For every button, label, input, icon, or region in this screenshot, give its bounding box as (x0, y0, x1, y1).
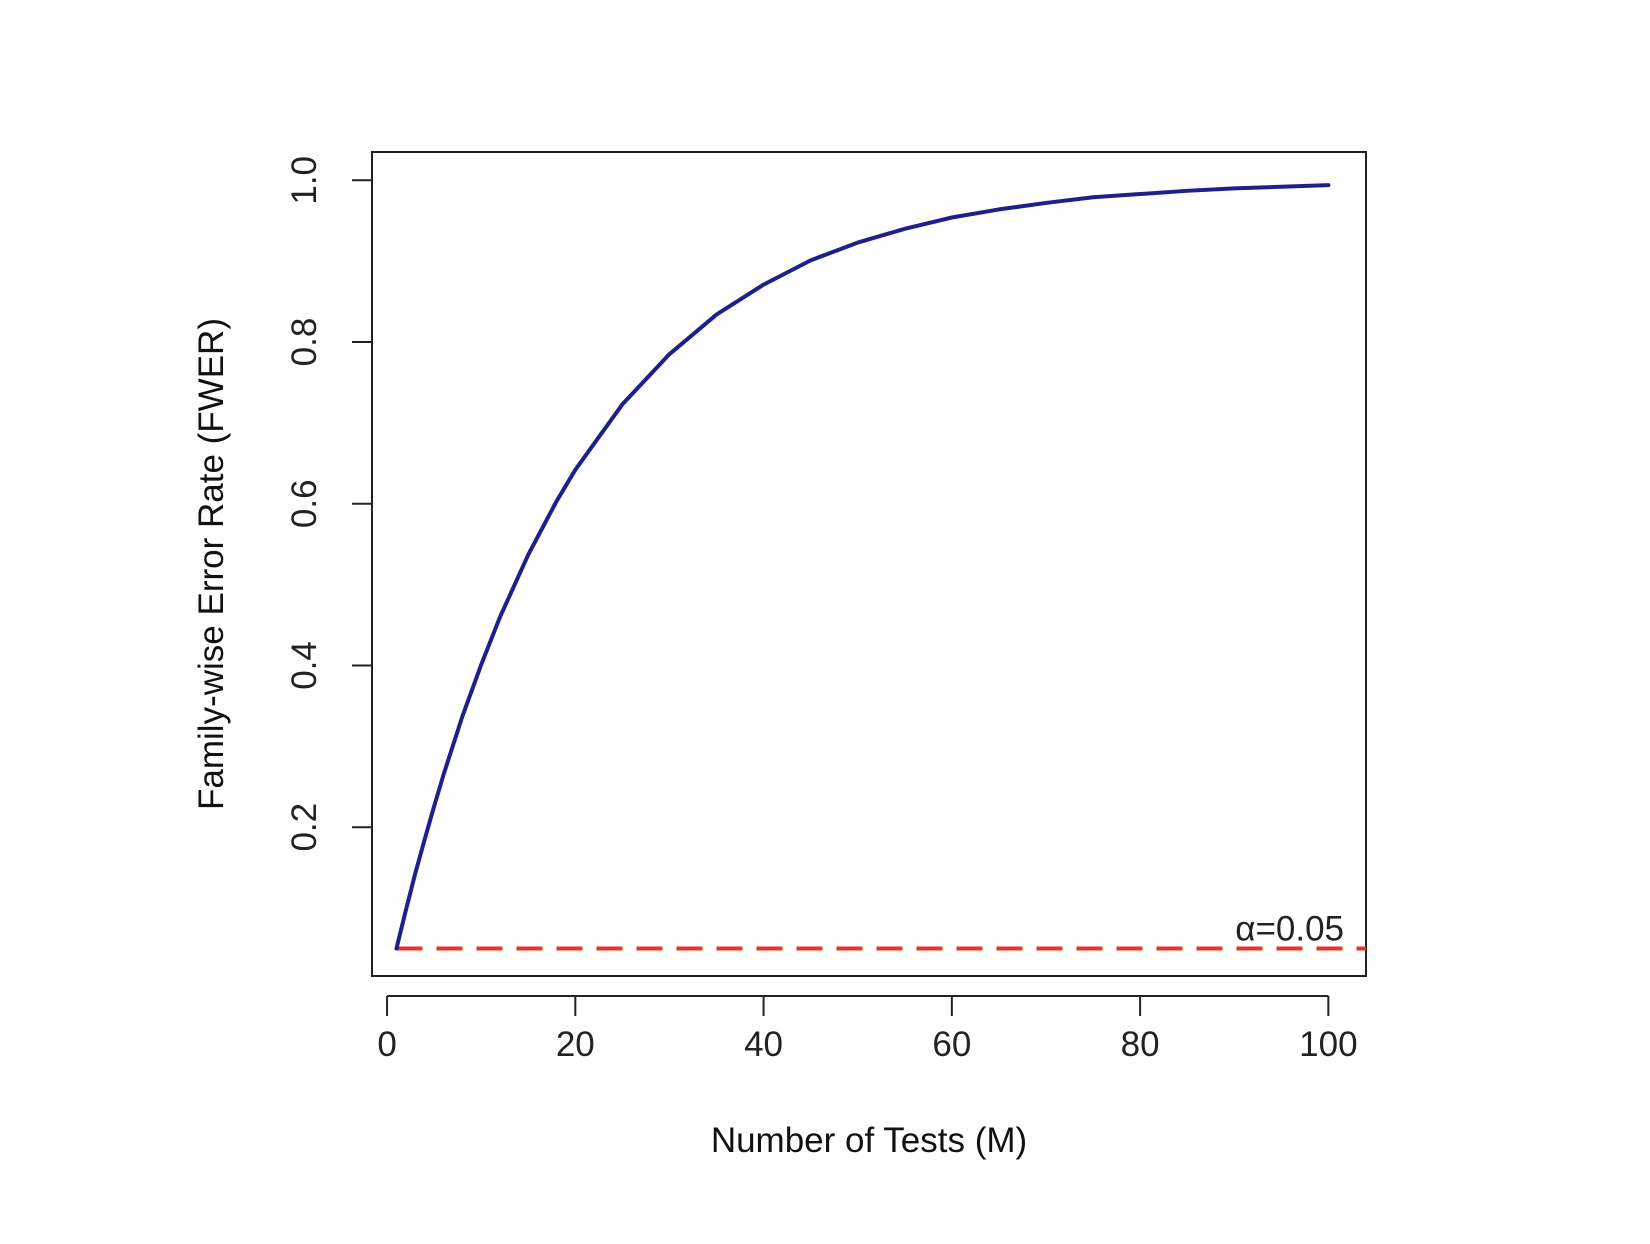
y-tick-label: 1.0 (285, 156, 324, 205)
y-tick-label: 0.4 (285, 641, 324, 690)
fwer-curve (394, 183, 1331, 951)
x-axis: 0 20 40 60 80 100 (377, 995, 1358, 1064)
y-tick-label: 0.6 (285, 479, 324, 528)
y-tick-label: 0.8 (285, 318, 324, 367)
x-tick-label: 100 (1299, 1025, 1357, 1064)
x-tick-label: 20 (556, 1025, 595, 1064)
y-tick-label: 0.2 (285, 803, 324, 852)
y-axis-title: Family-wise Error Rate (FWER) (192, 318, 231, 810)
y-axis: 0.2 0.4 0.6 0.8 1.0 (285, 156, 373, 852)
alpha-label: α=0.05 (1235, 910, 1344, 949)
x-tick-label: 60 (932, 1025, 971, 1064)
x-tick-label: 40 (744, 1025, 783, 1064)
x-tick-label: 80 (1121, 1025, 1160, 1064)
series-layer (394, 183, 1331, 951)
x-axis-title: Number of Tests (M) (711, 1121, 1027, 1160)
reference-line-layer: α=0.05 (396, 910, 1366, 951)
x-tick-label: 0 (377, 1025, 396, 1064)
